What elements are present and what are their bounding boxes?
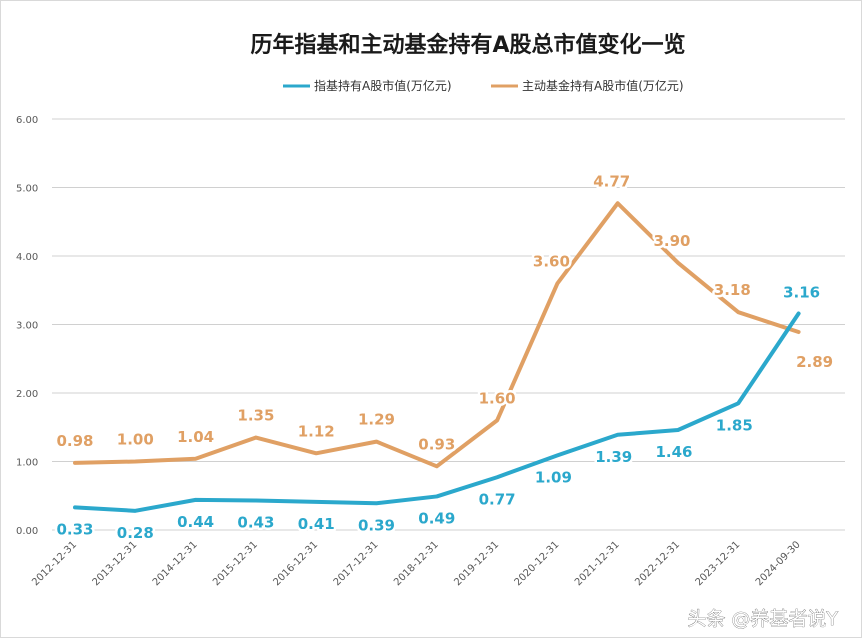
data-label-index: 0.49 — [418, 509, 455, 527]
data-label-index: 0.44 — [177, 513, 214, 531]
chart-title: 历年指基和主动基金持有A股总市值变化一览 — [250, 32, 685, 58]
x-tick-label: 2017-12-31 — [332, 539, 381, 588]
data-label-active: 0.98 — [56, 432, 93, 450]
data-label-index: 0.33 — [56, 520, 93, 538]
data-label-index: 3.16 — [783, 284, 820, 302]
x-tick-label: 2016-12-31 — [271, 539, 320, 588]
data-label-index: 1.46 — [655, 443, 692, 461]
y-axis: 0.00 1.00 2.00 3.00 4.00 5.00 6.00 — [16, 115, 38, 537]
series-line-active-fund — [73, 201, 801, 469]
legend-label-index: 指基持有A股市值(万亿元) — [314, 78, 452, 93]
y-tick-label: 0.00 — [16, 526, 38, 537]
data-label-active: 2.89 — [796, 353, 833, 371]
data-label-active: 1.60 — [479, 389, 516, 407]
data-label-active: 1.29 — [358, 411, 395, 429]
y-tick-label: 3.00 — [16, 321, 38, 332]
data-label-active: 1.35 — [237, 407, 274, 425]
series-active-fund — [73, 201, 801, 469]
data-label-index: 1.09 — [535, 468, 572, 486]
legend-label-active: 主动基金持有A股市值(万亿元) — [522, 78, 684, 93]
data-label-active: 1.00 — [117, 431, 154, 449]
x-tick-label: 2019-12-31 — [452, 539, 501, 588]
x-tick-label: 2013-12-31 — [91, 539, 140, 588]
x-tick-label: 2018-12-31 — [392, 539, 441, 588]
data-label-active: 0.93 — [418, 435, 455, 453]
data-label-active: 4.77 — [593, 172, 630, 190]
gridlines — [52, 118, 845, 531]
y-tick-label: 5.00 — [16, 184, 38, 195]
x-tick-label: 2021-12-31 — [573, 539, 622, 588]
x-tick-label: 2024-09-30 — [754, 539, 803, 588]
x-tick-label: 2015-12-31 — [211, 539, 260, 588]
data-label-index: 1.85 — [716, 416, 753, 434]
series-index-fund — [73, 311, 801, 513]
x-tick-label: 2014-12-31 — [151, 539, 200, 588]
data-label-active: 3.60 — [533, 252, 570, 270]
data-label-index: 0.28 — [117, 524, 154, 542]
watermark: 头条 @养基者说Y — [687, 608, 838, 630]
x-tick-label: 2012-12-31 — [30, 539, 79, 588]
x-tick-label: 2023-12-31 — [694, 539, 743, 588]
data-label-active: 1.04 — [177, 428, 214, 446]
data-label-index: 1.39 — [595, 448, 632, 466]
x-tick-label: 2022-12-31 — [633, 539, 682, 588]
data-label-active: 1.12 — [298, 422, 335, 440]
series-line-index-fund — [73, 311, 801, 513]
data-label-index: 0.77 — [479, 490, 516, 508]
data-label-index: 0.43 — [237, 514, 274, 532]
y-tick-label: 6.00 — [16, 115, 38, 126]
data-label-index: 0.41 — [298, 515, 335, 533]
data-label-active: 3.18 — [714, 281, 751, 299]
x-axis: 2012-12-31 2013-12-31 2014-12-31 2015-12-31… — [30, 539, 802, 588]
data-label-index: 0.39 — [358, 516, 395, 534]
y-tick-label: 1.00 — [16, 458, 38, 469]
y-tick-label: 4.00 — [16, 252, 38, 263]
x-tick-label: 2020-12-31 — [513, 539, 562, 588]
y-tick-label: 2.00 — [16, 389, 38, 400]
legend: 指基持有A股市值(万亿元) 主动基金持有A股市值(万亿元) — [283, 78, 684, 93]
data-label-active: 3.90 — [653, 232, 690, 250]
data-labels: 0.98 1.00 1.04 1.35 1.12 1.29 0.93 1.60 3.60 4.77… — [54, 170, 836, 545]
